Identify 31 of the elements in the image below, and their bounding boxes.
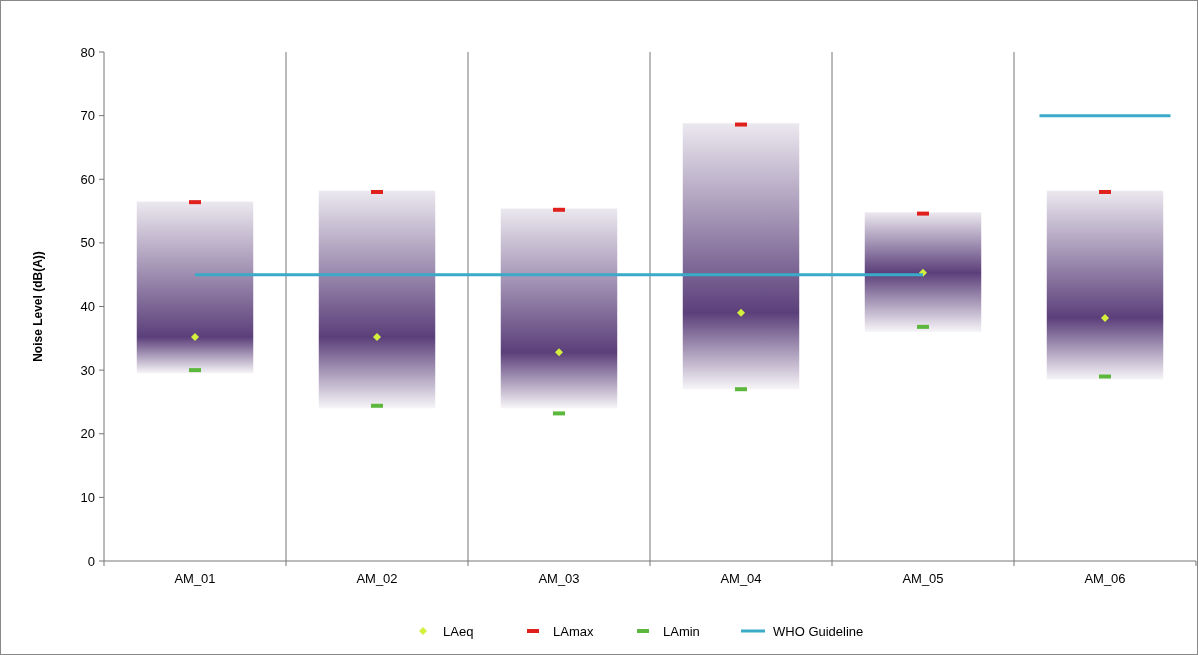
y-tick-label: 60 bbox=[80, 171, 95, 187]
y-tick-label: 80 bbox=[80, 44, 95, 60]
y-tick-label: 70 bbox=[80, 108, 95, 124]
y-axis-title: Noise Level (dB(A)) bbox=[31, 251, 45, 362]
y-tick-label: 10 bbox=[80, 489, 95, 505]
legend-label: WHO Guideline bbox=[773, 623, 864, 639]
bar bbox=[864, 212, 982, 332]
point bbox=[373, 333, 381, 342]
bar bbox=[136, 201, 254, 374]
point bbox=[1101, 313, 1109, 322]
bar bbox=[500, 208, 618, 409]
x-tick-label: AM_02 bbox=[356, 571, 398, 586]
bar bbox=[1046, 190, 1164, 380]
y-tick-label: 20 bbox=[80, 426, 95, 442]
y-tick-label: 0 bbox=[87, 553, 95, 569]
x-tick-label: AM_06 bbox=[1084, 571, 1126, 586]
legend-label: LAeq bbox=[443, 623, 474, 639]
y-tick-label: 50 bbox=[80, 235, 95, 251]
point bbox=[191, 333, 199, 342]
x-tick-label: AM_05 bbox=[902, 571, 944, 586]
legend-label: LAmax bbox=[553, 623, 594, 639]
y-tick-label: 40 bbox=[80, 299, 95, 315]
point bbox=[737, 308, 745, 317]
legend-label: LAmin bbox=[663, 623, 700, 639]
x-tick-label: AM_01 bbox=[174, 571, 216, 586]
x-tick-label: AM_03 bbox=[538, 571, 580, 586]
y-tick-label: 30 bbox=[80, 362, 95, 378]
bar bbox=[318, 190, 436, 409]
bar bbox=[682, 123, 800, 390]
point bbox=[555, 348, 563, 357]
x-tick-label: AM_04 bbox=[720, 571, 762, 586]
